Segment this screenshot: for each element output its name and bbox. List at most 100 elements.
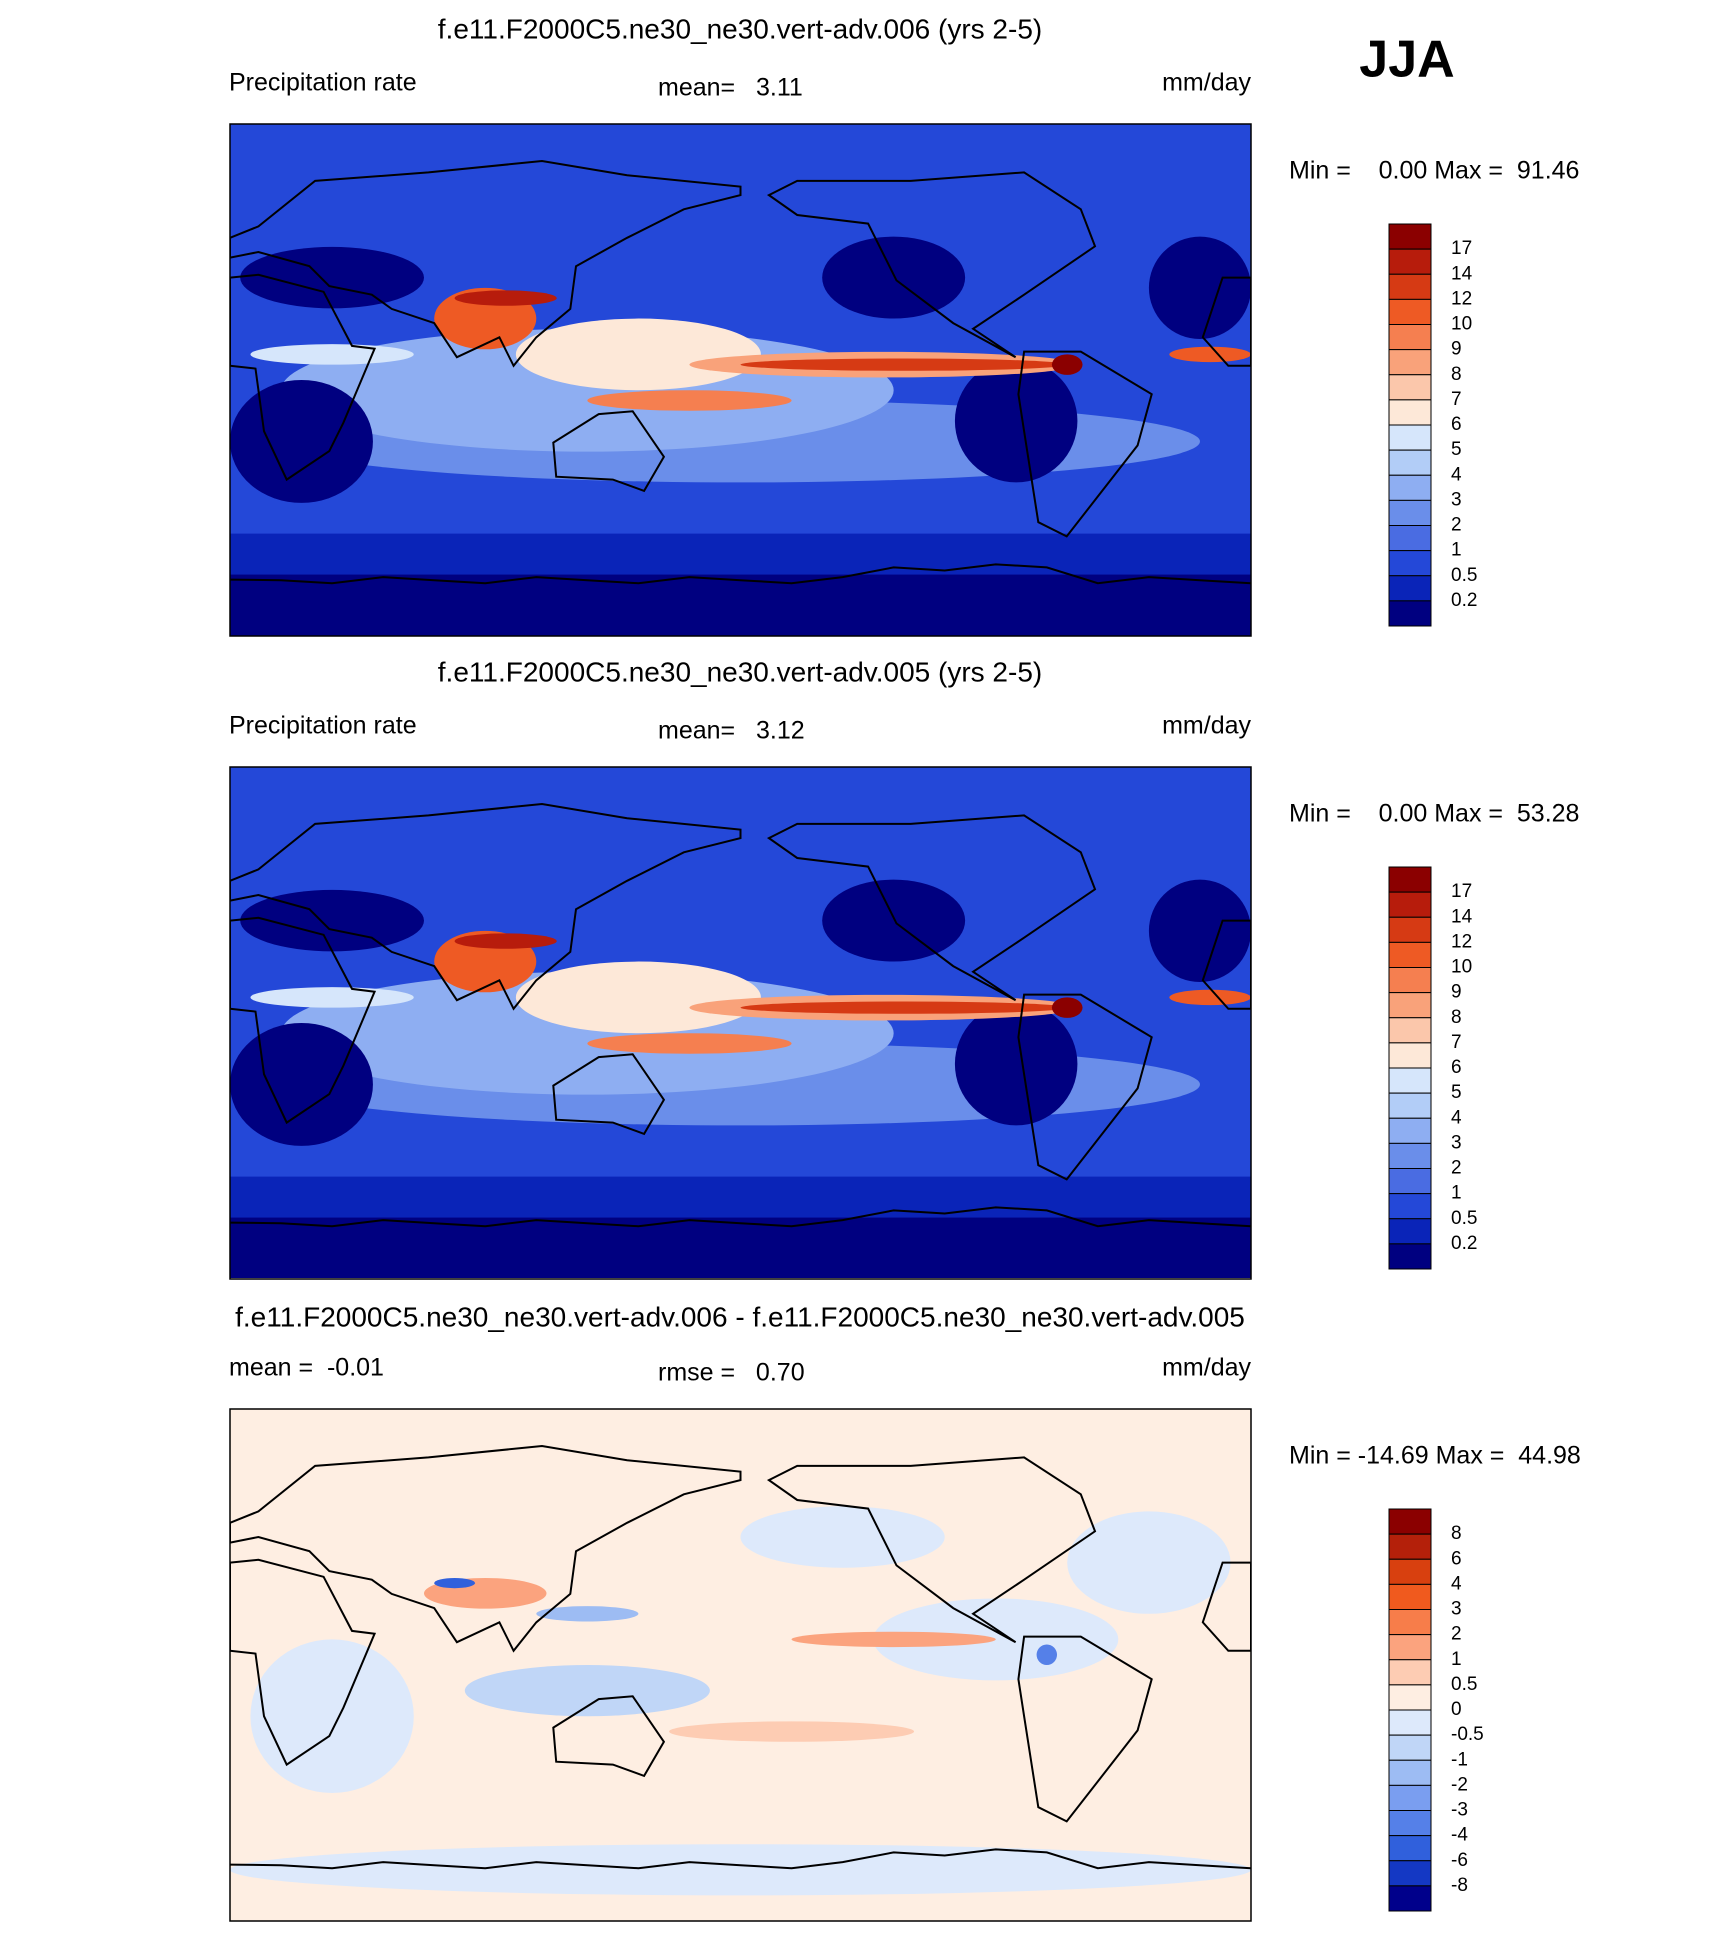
colorbar-box — [1388, 891, 1432, 918]
field-region — [230, 380, 373, 503]
colorbar-box — [1388, 1759, 1432, 1786]
colorbar-box — [1388, 424, 1432, 451]
field-region — [791, 1631, 996, 1648]
colorbar-box — [1388, 1508, 1432, 1535]
map — [230, 124, 1251, 636]
colorbar-box — [1388, 1142, 1432, 1169]
colorbar-label: 7 — [1451, 389, 1462, 410]
colorbar-label: 1 — [1451, 1183, 1462, 1204]
colorbar-label: 2 — [1451, 1158, 1462, 1179]
colorbar-label: 17 — [1451, 881, 1472, 902]
field-region — [1169, 346, 1251, 363]
colorbar-label: 10 — [1451, 314, 1472, 335]
field-region — [1051, 354, 1083, 375]
coastline — [230, 563, 1251, 585]
map-frame — [229, 766, 1252, 1280]
left-label: Precipitation rate — [229, 69, 417, 97]
coastline — [230, 1444, 742, 1653]
colorbar-box — [1388, 1609, 1432, 1636]
panel: f.e11.F2000C5.ne30_ne30.vert-adv.006 - f… — [229, 1301, 1581, 1922]
field-region — [1169, 989, 1251, 1006]
coastline — [230, 1558, 377, 1767]
coastline — [230, 802, 742, 1011]
colorbar-box — [1388, 298, 1432, 325]
colorbar-box — [1388, 941, 1432, 968]
center-label: mean= 3.12 — [658, 717, 805, 745]
colorbar-box — [1388, 1243, 1432, 1270]
colorbar-box — [1388, 1885, 1432, 1912]
colorbar-label: 8 — [1451, 1523, 1462, 1544]
colorbar-label: 0.2 — [1451, 590, 1477, 611]
colorbar-label: 1 — [1451, 1649, 1462, 1670]
panel: f.e11.F2000C5.ne30_ne30.vert-adv.005 (yr… — [229, 656, 1579, 1280]
coastline — [230, 916, 377, 1125]
colorbar-label: 5 — [1451, 1082, 1462, 1103]
field-region — [250, 344, 414, 365]
colorbar-label: 12 — [1451, 288, 1472, 309]
colorbar-box — [1388, 1583, 1432, 1610]
panel-title: f.e11.F2000C5.ne30_ne30.vert-adv.006 (yr… — [438, 13, 1042, 44]
colorbar-label: 9 — [1451, 339, 1462, 360]
colorbar-label: 7 — [1451, 1032, 1462, 1053]
colorbar-box — [1388, 1709, 1432, 1736]
field-region — [464, 1665, 710, 1717]
colorbar-label: 0.2 — [1451, 1233, 1477, 1254]
field-region — [1067, 1511, 1231, 1614]
field-region — [954, 359, 1078, 483]
field-region — [954, 1002, 1078, 1126]
colorbar-label: -8 — [1451, 1875, 1468, 1896]
center-label: rmse = 0.70 — [658, 1359, 805, 1387]
colorbar-box — [1388, 1218, 1432, 1245]
colorbar-box — [1388, 866, 1432, 893]
colorbar-label: 12 — [1451, 931, 1472, 952]
coastline — [766, 171, 1097, 359]
field-region — [250, 987, 414, 1008]
coastline — [230, 1848, 1251, 1870]
colorbar-label: 17 — [1451, 238, 1472, 259]
coastline — [1017, 1635, 1153, 1823]
field-region — [240, 889, 424, 952]
colorbar-label: 0.5 — [1451, 1208, 1477, 1229]
colorbar-box — [1388, 1558, 1432, 1585]
colorbar-box — [1388, 1634, 1432, 1661]
colorbar-label: 14 — [1451, 906, 1473, 927]
coastline — [230, 1206, 1251, 1228]
colorbar-box — [1388, 1067, 1432, 1094]
field-region — [587, 1033, 792, 1054]
colorbar-label: 3 — [1451, 1599, 1462, 1620]
colorbar-box — [1388, 1092, 1432, 1119]
coastline — [552, 410, 666, 493]
map-frame — [229, 123, 1252, 637]
map-frame — [229, 1408, 1252, 1922]
colorbar-box — [1388, 1042, 1432, 1069]
colorbar-label: 4 — [1451, 464, 1462, 485]
panel-title: f.e11.F2000C5.ne30_ne30.vert-adv.006 - f… — [235, 1301, 1245, 1332]
colorbar-label: 5 — [1451, 439, 1462, 460]
colorbar-box — [1388, 474, 1432, 501]
colorbar-label: 4 — [1451, 1107, 1462, 1128]
colorbar-box — [1388, 248, 1432, 275]
colorbar-label: 8 — [1451, 364, 1462, 385]
colorbar-label: 0 — [1451, 1699, 1462, 1720]
field-region — [454, 290, 557, 306]
coastline — [1017, 993, 1153, 1181]
colorbar-label: -1 — [1451, 1749, 1468, 1770]
colorbar-label: 0.5 — [1451, 565, 1477, 586]
colorbar-label: -3 — [1451, 1800, 1468, 1821]
units-label: mm/day — [1162, 712, 1251, 740]
map — [230, 767, 1251, 1278]
coastline — [766, 1456, 1097, 1644]
field-region — [515, 961, 761, 1034]
field-region — [250, 1639, 414, 1793]
panel: f.e11.F2000C5.ne30_ne30.vert-adv.006 (yr… — [229, 13, 1579, 637]
colorbar-box — [1388, 273, 1432, 300]
colorbar-box — [1388, 1835, 1432, 1862]
min-max: Min = 0.00 Max = 53.28 — [1289, 800, 1579, 828]
field-region — [536, 1606, 639, 1622]
field-region — [1036, 1644, 1058, 1665]
field-region — [1051, 997, 1083, 1018]
colorbar-box — [1388, 916, 1432, 943]
colorbar-label: 8 — [1451, 1007, 1462, 1028]
colorbar-box — [1388, 1684, 1432, 1711]
